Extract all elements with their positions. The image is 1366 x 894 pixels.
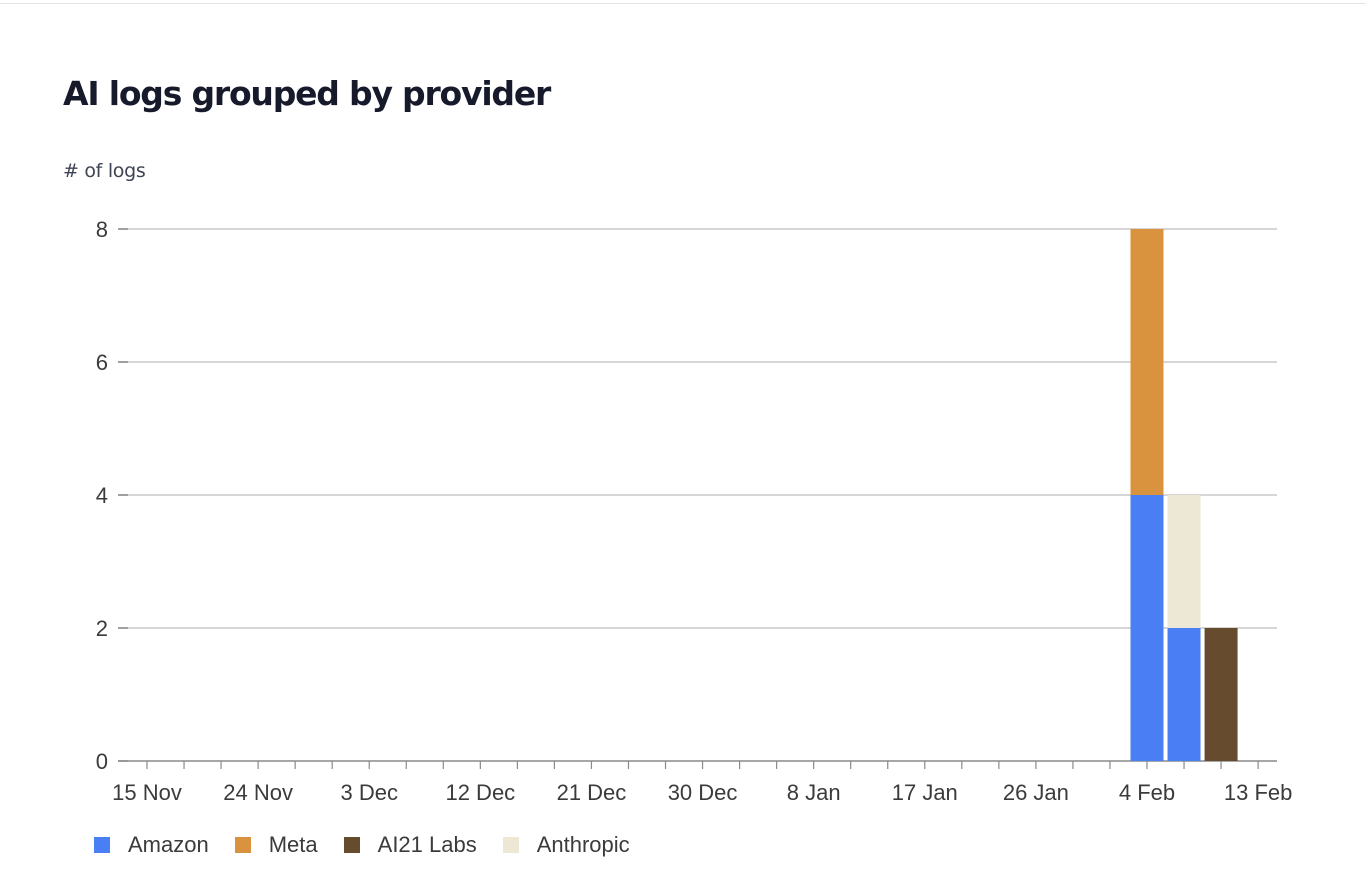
x-axis: 15 Nov 24 Nov 3 Dec 12 Dec 21 Dec 30 Dec 8 Jan… — [112, 760, 1293, 805]
legend-label: Anthropic — [536, 832, 630, 857]
x-tick-label: 17 Jan — [892, 780, 958, 805]
y-tick-label: 0 — [96, 749, 108, 774]
x-tick-label: 8 Jan — [787, 780, 841, 805]
bar-meta-4-feb — [1130, 229, 1164, 495]
legend-swatch — [502, 837, 519, 853]
x-tick-label: 4 Feb — [1119, 780, 1175, 805]
x-tick-label: 30 Dec — [668, 780, 738, 805]
y-tick-label: 6 — [96, 350, 108, 375]
chart-plot: 0 2 4 6 8 15 Nov 24 Nov 3 Dec 12 Dec 21 Dec 30 De… — [96, 217, 1293, 805]
grid-lines — [118, 228, 1277, 629]
legend-item: Anthropic — [502, 832, 630, 858]
y-tick-label: 2 — [96, 616, 108, 641]
legend-item: Meta — [234, 832, 318, 858]
x-tick-label: 26 Jan — [1003, 780, 1069, 805]
legend-swatch — [343, 837, 360, 853]
bar-amazon-7-feb — [1167, 628, 1201, 761]
x-tick-label: 12 Dec — [445, 780, 515, 805]
y-tick-label: 4 — [96, 483, 108, 508]
legend-label: Meta — [268, 832, 318, 857]
bar-amazon-4-feb — [1130, 495, 1164, 761]
legend-swatch — [234, 837, 251, 853]
legend-swatch — [94, 837, 110, 853]
top-divider — [0, 3, 1366, 4]
bar-anthropic-7-feb — [1167, 495, 1201, 628]
bars — [1130, 229, 1238, 761]
y-axis-label: # of logs — [63, 160, 146, 182]
legend-item: Amazon — [94, 832, 209, 858]
x-tick-label: 24 Nov — [223, 780, 293, 805]
x-tick-label: 3 Dec — [340, 780, 397, 805]
legend-label: Amazon — [128, 832, 209, 857]
x-tick-label: 15 Nov — [112, 780, 182, 805]
legend-label: AI21 Labs — [377, 832, 477, 857]
legend-item: AI21 Labs — [343, 832, 477, 858]
x-tick-label: 21 Dec — [557, 780, 627, 805]
chart-title: AI logs grouped by provider — [63, 74, 551, 113]
y-tick-label: 8 — [96, 217, 108, 242]
x-tick-label: 13 Feb — [1224, 780, 1293, 805]
legend: Amazon Meta AI21 Labs Anthropic — [94, 832, 656, 858]
y-axis-ticks: 0 2 4 6 8 — [96, 217, 128, 774]
bar-ai21-labs-10-feb — [1204, 628, 1238, 761]
